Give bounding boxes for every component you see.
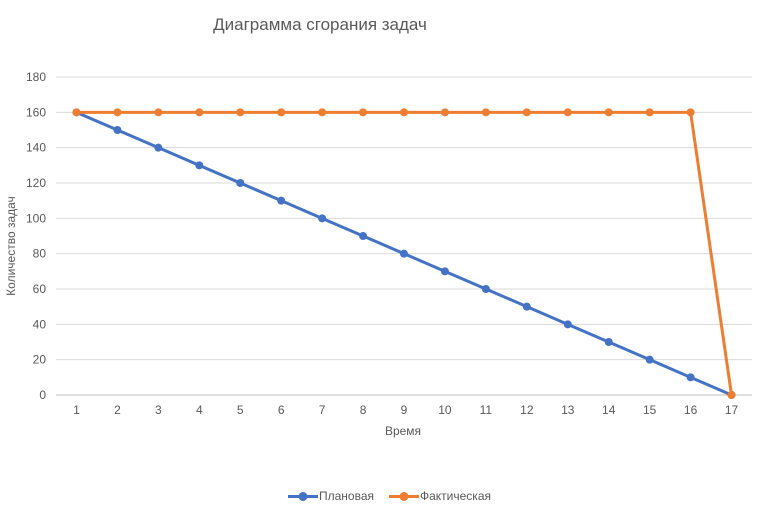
data-point-marker[interactable] <box>686 108 695 117</box>
data-point-marker[interactable] <box>113 108 122 117</box>
legend-label-actual: Фактическая <box>420 489 491 503</box>
data-point-marker[interactable] <box>72 108 81 117</box>
data-point-marker[interactable] <box>359 232 368 240</box>
x-tick-label: 13 <box>561 403 575 417</box>
data-point-marker[interactable] <box>400 108 408 117</box>
x-tick-label: 6 <box>278 403 285 417</box>
x-axis-title: Время <box>384 424 422 438</box>
legend: Плановая Фактическая <box>0 489 779 503</box>
x-tick-label: 10 <box>438 403 452 417</box>
data-point-marker[interactable] <box>604 108 613 117</box>
data-point-marker[interactable] <box>645 108 654 117</box>
y-tick-label: 60 <box>33 282 47 296</box>
actual-series-line-icon <box>389 491 419 501</box>
data-point-marker[interactable] <box>236 108 245 117</box>
legend-item-actual[interactable]: Фактическая <box>389 489 491 503</box>
chart-title: Диаграмма сгорания задач <box>213 15 427 34</box>
data-point-marker[interactable] <box>400 249 408 258</box>
y-tick-label: 20 <box>33 353 47 367</box>
x-tick-label: 2 <box>114 403 121 417</box>
x-tick-label: 15 <box>643 403 657 417</box>
y-tick-label: 40 <box>33 317 47 331</box>
data-point-marker[interactable] <box>318 108 327 117</box>
data-point-marker[interactable] <box>440 108 449 117</box>
x-tick-label: 8 <box>360 403 367 417</box>
data-point-marker[interactable] <box>645 355 654 364</box>
data-point-marker[interactable] <box>277 196 286 205</box>
planned-series-line-icon <box>287 491 318 501</box>
x-tick-label: 14 <box>602 403 616 417</box>
data-point-marker[interactable] <box>113 126 122 134</box>
data-point-marker[interactable] <box>481 285 490 293</box>
data-point-marker[interactable] <box>277 108 286 117</box>
y-tick-label: 180 <box>26 70 46 84</box>
x-tick-label: 9 <box>401 403 408 417</box>
data-point-marker[interactable] <box>154 108 163 117</box>
x-tick-label: 3 <box>155 403 162 417</box>
x-tick-label: 11 <box>480 403 493 417</box>
y-tick-label: 120 <box>26 176 46 190</box>
y-tick-label: 80 <box>33 247 47 261</box>
y-tick-label: 100 <box>26 211 46 225</box>
y-tick-label: 140 <box>26 141 46 155</box>
x-tick-label: 12 <box>520 403 534 417</box>
data-point-marker[interactable] <box>522 108 531 117</box>
data-point-marker[interactable] <box>727 391 736 399</box>
data-point-marker[interactable] <box>154 143 163 152</box>
x-tick-label: 7 <box>319 403 326 417</box>
legend-item-planned[interactable]: Плановая <box>287 489 374 503</box>
data-point-marker[interactable] <box>440 267 449 276</box>
data-point-marker[interactable] <box>604 338 613 346</box>
data-point-marker[interactable] <box>195 161 204 170</box>
data-point-marker[interactable] <box>195 108 204 117</box>
y-tick-label: 160 <box>26 105 46 119</box>
legend-label-planned: Плановая <box>318 489 374 503</box>
data-point-marker[interactable] <box>563 320 572 329</box>
data-point-marker[interactable] <box>318 214 327 223</box>
data-point-marker[interactable] <box>686 373 695 382</box>
data-point-marker[interactable] <box>359 108 368 117</box>
x-tick-label: 5 <box>237 403 244 417</box>
data-point-marker[interactable] <box>563 108 572 117</box>
y-tick-label: 0 <box>39 388 46 402</box>
x-tick-label: 4 <box>196 403 203 417</box>
x-tick-label: 1 <box>73 403 80 417</box>
data-point-marker[interactable] <box>481 108 490 117</box>
x-tick-label: 17 <box>725 403 739 417</box>
data-point-marker[interactable] <box>522 302 531 311</box>
x-tick-label: 16 <box>684 403 698 417</box>
data-point-marker[interactable] <box>236 179 245 187</box>
